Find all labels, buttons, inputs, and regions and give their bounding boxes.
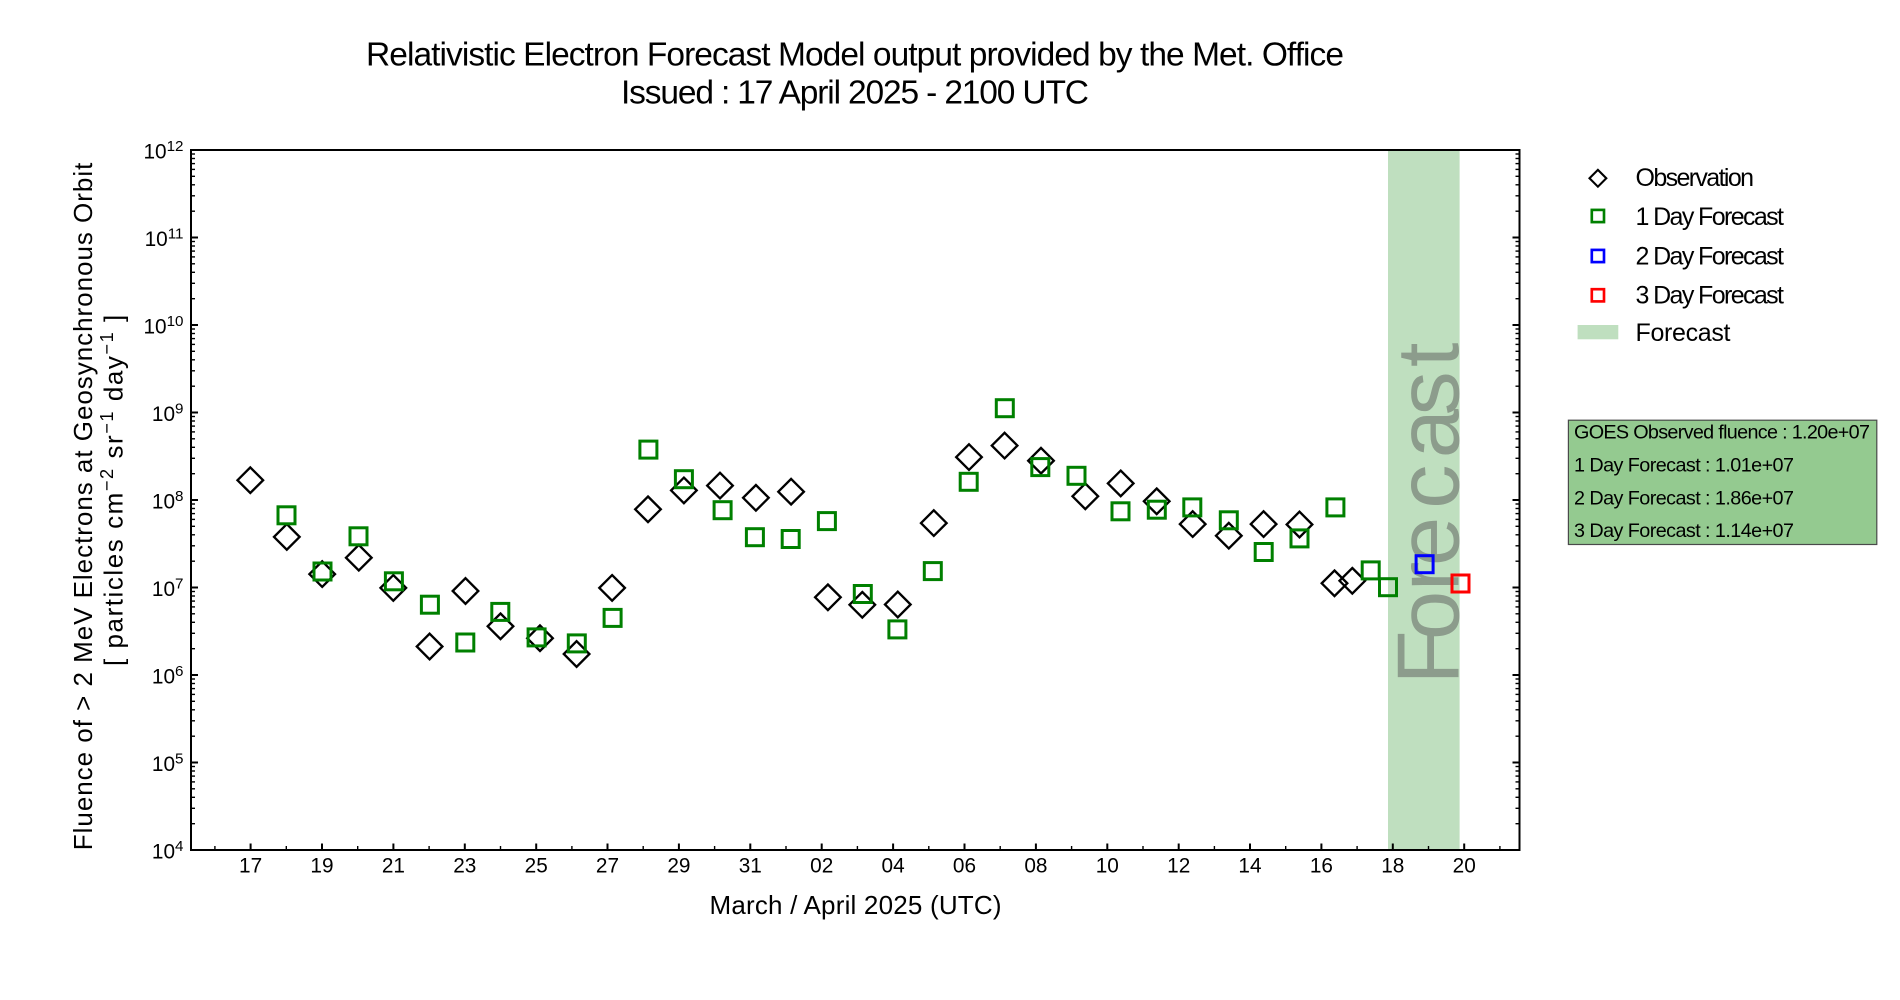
svg-text:e: e [1379, 517, 1478, 566]
svg-text:18: 18 [1381, 855, 1404, 878]
svg-text:Forecast: Forecast [1636, 319, 1731, 347]
svg-text:Relativistic Electron Forecast: Relativistic Electron Forecast Model out… [366, 37, 1344, 74]
svg-text:17: 17 [239, 855, 262, 878]
svg-text:21: 21 [382, 855, 405, 878]
svg-text:2 Day Forecast : 1.86e+07: 2 Day Forecast : 1.86e+07 [1574, 487, 1794, 509]
svg-text:108: 108 [152, 488, 184, 513]
svg-text:08: 08 [1024, 855, 1047, 878]
svg-text:1010: 1010 [143, 313, 183, 339]
svg-text:Fluence of > 2 MeV Electrons a: Fluence of > 2 MeV Electrons at Geosynch… [68, 162, 98, 850]
svg-text:a: a [1379, 408, 1478, 458]
svg-text:1 Day Forecast : 1.01e+07: 1 Day Forecast : 1.01e+07 [1574, 455, 1794, 477]
svg-text:March / April 2025 (UTC): March / April 2025 (UTC) [710, 890, 1002, 920]
svg-text:1 Day Forecast: 1 Day Forecast [1636, 203, 1785, 231]
svg-text:10: 10 [1096, 855, 1119, 878]
svg-text:12: 12 [1167, 855, 1190, 878]
svg-text:F: F [1379, 630, 1478, 684]
svg-text:Observation: Observation [1636, 164, 1755, 192]
svg-text:3 Day Forecast: 3 Day Forecast [1636, 282, 1785, 310]
svg-text:o: o [1379, 591, 1478, 640]
svg-text:02: 02 [810, 855, 833, 878]
svg-text:107: 107 [152, 576, 184, 602]
svg-text:Issued : 17 April 2025 - 2100: Issued : 17 April 2025 - 2100 UTC [621, 75, 1089, 112]
svg-text:20: 20 [1453, 855, 1476, 878]
svg-text:23: 23 [453, 855, 476, 878]
svg-text:GOES Observed fluence : 1.20e+: GOES Observed fluence : 1.20e+07 [1574, 422, 1870, 444]
svg-text:27: 27 [596, 855, 619, 878]
svg-text:06: 06 [953, 855, 976, 878]
svg-text:25: 25 [525, 855, 548, 878]
svg-text:109: 109 [152, 401, 184, 427]
svg-text:3 Day Forecast : 1.14e+07: 3 Day Forecast : 1.14e+07 [1574, 520, 1794, 542]
svg-text:29: 29 [667, 855, 690, 878]
svg-text:04: 04 [882, 855, 905, 878]
svg-text:s: s [1379, 371, 1478, 415]
svg-text:2 Day Forecast: 2 Day Forecast [1636, 243, 1785, 271]
svg-text:16: 16 [1310, 855, 1333, 878]
svg-text:19: 19 [310, 855, 333, 878]
svg-text:c: c [1379, 465, 1478, 509]
svg-text:t: t [1379, 343, 1478, 368]
svg-text:14: 14 [1238, 855, 1261, 878]
svg-text:31: 31 [739, 855, 762, 878]
